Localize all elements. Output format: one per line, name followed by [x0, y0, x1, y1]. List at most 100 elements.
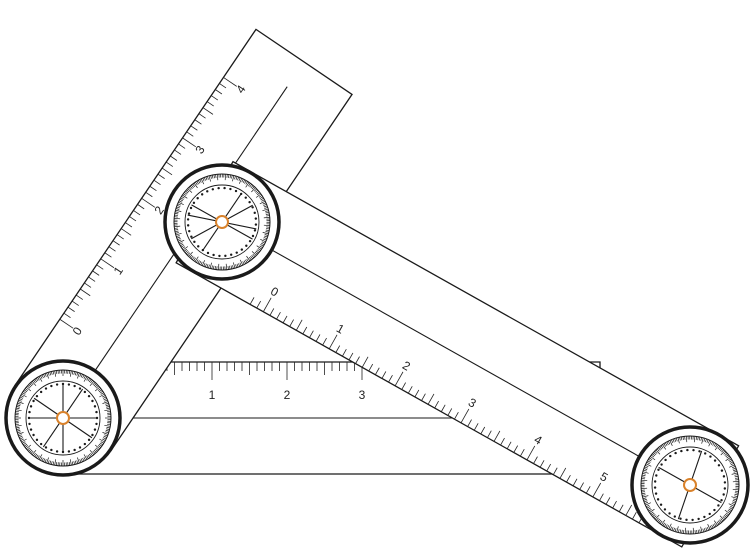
top-goniometer-dial-degree-mark — [224, 255, 226, 257]
left-goniometer-dial-degree-mark — [45, 446, 47, 448]
right-goniometer-dial-degree-mark — [654, 486, 656, 488]
left-goniometer-dial-degree-mark — [45, 387, 47, 389]
top-goniometer-dial-degree-mark — [193, 241, 195, 243]
left-goniometer-dial-degree-mark — [73, 449, 75, 451]
left-goniometer-dial-degree-mark — [88, 395, 90, 397]
top-goniometer-dial-degree-mark — [187, 218, 189, 220]
top-goniometer-dial-degree-mark — [235, 190, 237, 192]
top-goniometer-dial-degree-mark — [190, 207, 192, 209]
left-goniometer-dial-degree-mark — [68, 450, 70, 452]
right-goniometer-dial — [632, 427, 748, 543]
right-goniometer-dial-degree-mark — [668, 512, 670, 514]
right-goniometer-dial-degree-tick — [642, 492, 645, 493]
right-goniometer-dial-degree-mark — [657, 498, 659, 500]
top-goniometer-dial-degree-mark — [255, 223, 257, 225]
left-goniometer-dial-degree-mark — [84, 443, 86, 445]
top-goniometer-dial-pivot — [216, 216, 228, 228]
left-goniometer-dial-degree-mark — [68, 383, 70, 385]
right-goniometer-dial-degree-tick — [697, 530, 698, 533]
right-goniometer-dial-degree-mark — [674, 452, 676, 454]
left-goniometer-dial-degree-mark — [32, 434, 34, 436]
right-goniometer-dial-degree-mark — [679, 517, 681, 519]
right-goniometer-dial-degree-mark — [714, 459, 716, 461]
right-goniometer-dial-degree-mark — [717, 504, 719, 506]
top-goniometer-dial-degree-mark — [212, 188, 214, 190]
right-goniometer-dial-degree-mark — [713, 509, 715, 511]
left-goniometer-dial-degree-mark — [95, 411, 97, 413]
right-goniometer-dial-degree-mark — [660, 463, 662, 465]
right-goniometer-dial-degree-mark — [664, 508, 666, 510]
top-goniometer-dial-degree-mark — [223, 187, 225, 189]
right-goniometer-dial-degree-mark — [704, 452, 706, 454]
top-goniometer-dial-degree-mark — [241, 248, 243, 250]
left-goniometer-dial-degree-mark — [73, 385, 75, 387]
right-goniometer-dial-degree-mark — [655, 492, 657, 494]
right-goniometer-dial-degree-mark — [674, 515, 676, 517]
right-goniometer-dial-degree-tick — [683, 437, 684, 440]
right-goniometer-dial-degree-mark — [722, 493, 724, 495]
right-goniometer-dial-degree-mark — [709, 513, 711, 515]
right-goniometer-dial-degree-tick — [735, 478, 738, 479]
right-goniometer-dial-degree-mark — [685, 519, 687, 521]
top-goniometer-dial-degree-mark — [197, 245, 199, 247]
right-goniometer-dial-degree-mark — [703, 516, 705, 518]
left-goniometer-dial-degree-mark — [88, 439, 90, 441]
right-goniometer-dial-degree-mark — [697, 518, 699, 520]
right-goniometer-dial-degree-mark — [724, 487, 726, 489]
top-goniometer-dial-degree-mark — [248, 201, 250, 203]
left-goniometer-dial-degree-mark — [36, 395, 38, 397]
top-goniometer-dial-degree-mark — [229, 188, 231, 190]
horizontal-ruler-label: 1 — [209, 388, 216, 402]
right-goniometer-dial-degree-mark — [680, 450, 682, 452]
right-goniometer-dial-degree-mark — [724, 481, 726, 483]
right-goniometer-dial-degree-mark — [660, 504, 662, 506]
left-goniometer-dial-degree-mark — [28, 423, 30, 425]
right-goniometer-dial-pivot — [684, 479, 696, 491]
left-goniometer-dial-degree-mark — [40, 443, 42, 445]
left-goniometer-dial-degree-mark — [84, 391, 86, 393]
left-goniometer-dial-degree-mark — [56, 450, 58, 452]
right-goniometer-dial-degree-mark — [718, 464, 720, 466]
left-goniometer-dial-degree-mark — [94, 405, 96, 407]
top-goniometer-dial-degree-mark — [249, 240, 251, 242]
right-goniometer-dial-degree-mark — [698, 450, 700, 452]
left-goniometer-dial-degree-mark — [50, 449, 52, 451]
right-goniometer-dial-degree-mark — [654, 480, 656, 482]
top-goniometer-dial — [165, 165, 279, 279]
right-goniometer-dial-degree-mark — [692, 449, 694, 451]
top-goniometer-dial-degree-mark — [207, 252, 209, 254]
top-goniometer-dial-degree-mark — [201, 193, 203, 195]
left-goniometer-dial-degree-mark — [30, 428, 32, 430]
right-goniometer-dial-degree-mark — [669, 455, 671, 457]
top-goniometer-dial-degree-mark — [193, 202, 195, 204]
horizontal-ruler-label: 3 — [359, 388, 366, 402]
top-goniometer-dial-degree-mark — [251, 206, 253, 208]
top-goniometer-dial-degree-mark — [188, 230, 190, 232]
left-goniometer-dial-degree-mark — [36, 439, 38, 441]
left-goniometer-dial — [6, 361, 120, 475]
left-goniometer-dial-degree-mark — [50, 385, 52, 387]
top-goniometer-dial-degree-mark — [188, 212, 190, 214]
left-goniometer-dial-degree-mark — [40, 391, 42, 393]
arms-layer: 0123456012340123456 — [15, 29, 739, 547]
right-goniometer-dial-degree-mark — [655, 474, 657, 476]
top-goniometer-dial-degree-mark — [255, 217, 257, 219]
top-goniometer-dial-degree-mark — [196, 197, 198, 199]
right-goniometer-dial-degree-mark — [664, 459, 666, 461]
right-goniometer-dial-degree-mark — [686, 449, 688, 451]
right-goniometer-dial-degree-mark — [721, 469, 723, 471]
right-goniometer-dial-degree-mark — [691, 519, 693, 521]
top-goniometer-dial-degree-mark — [187, 224, 189, 226]
left-goniometer-dial-degree-mark — [94, 428, 96, 430]
top-goniometer-dial-degree-mark — [217, 187, 219, 189]
left-goniometer-dial-degree-mark — [95, 423, 97, 425]
top-goniometer-dial-degree-mark — [245, 245, 247, 247]
top-goniometer-dial-degree-mark — [206, 190, 208, 192]
left-goniometer-dial-pivot — [57, 412, 69, 424]
left-goniometer-dial-degree-mark — [91, 434, 93, 436]
right-goniometer-dial-degree-mark — [709, 455, 711, 457]
right-goniometer-dial-degree-mark — [657, 469, 659, 471]
top-goniometer-dial-degree-mark — [236, 251, 238, 253]
top-goniometer-dial-degree-mark — [254, 212, 256, 214]
